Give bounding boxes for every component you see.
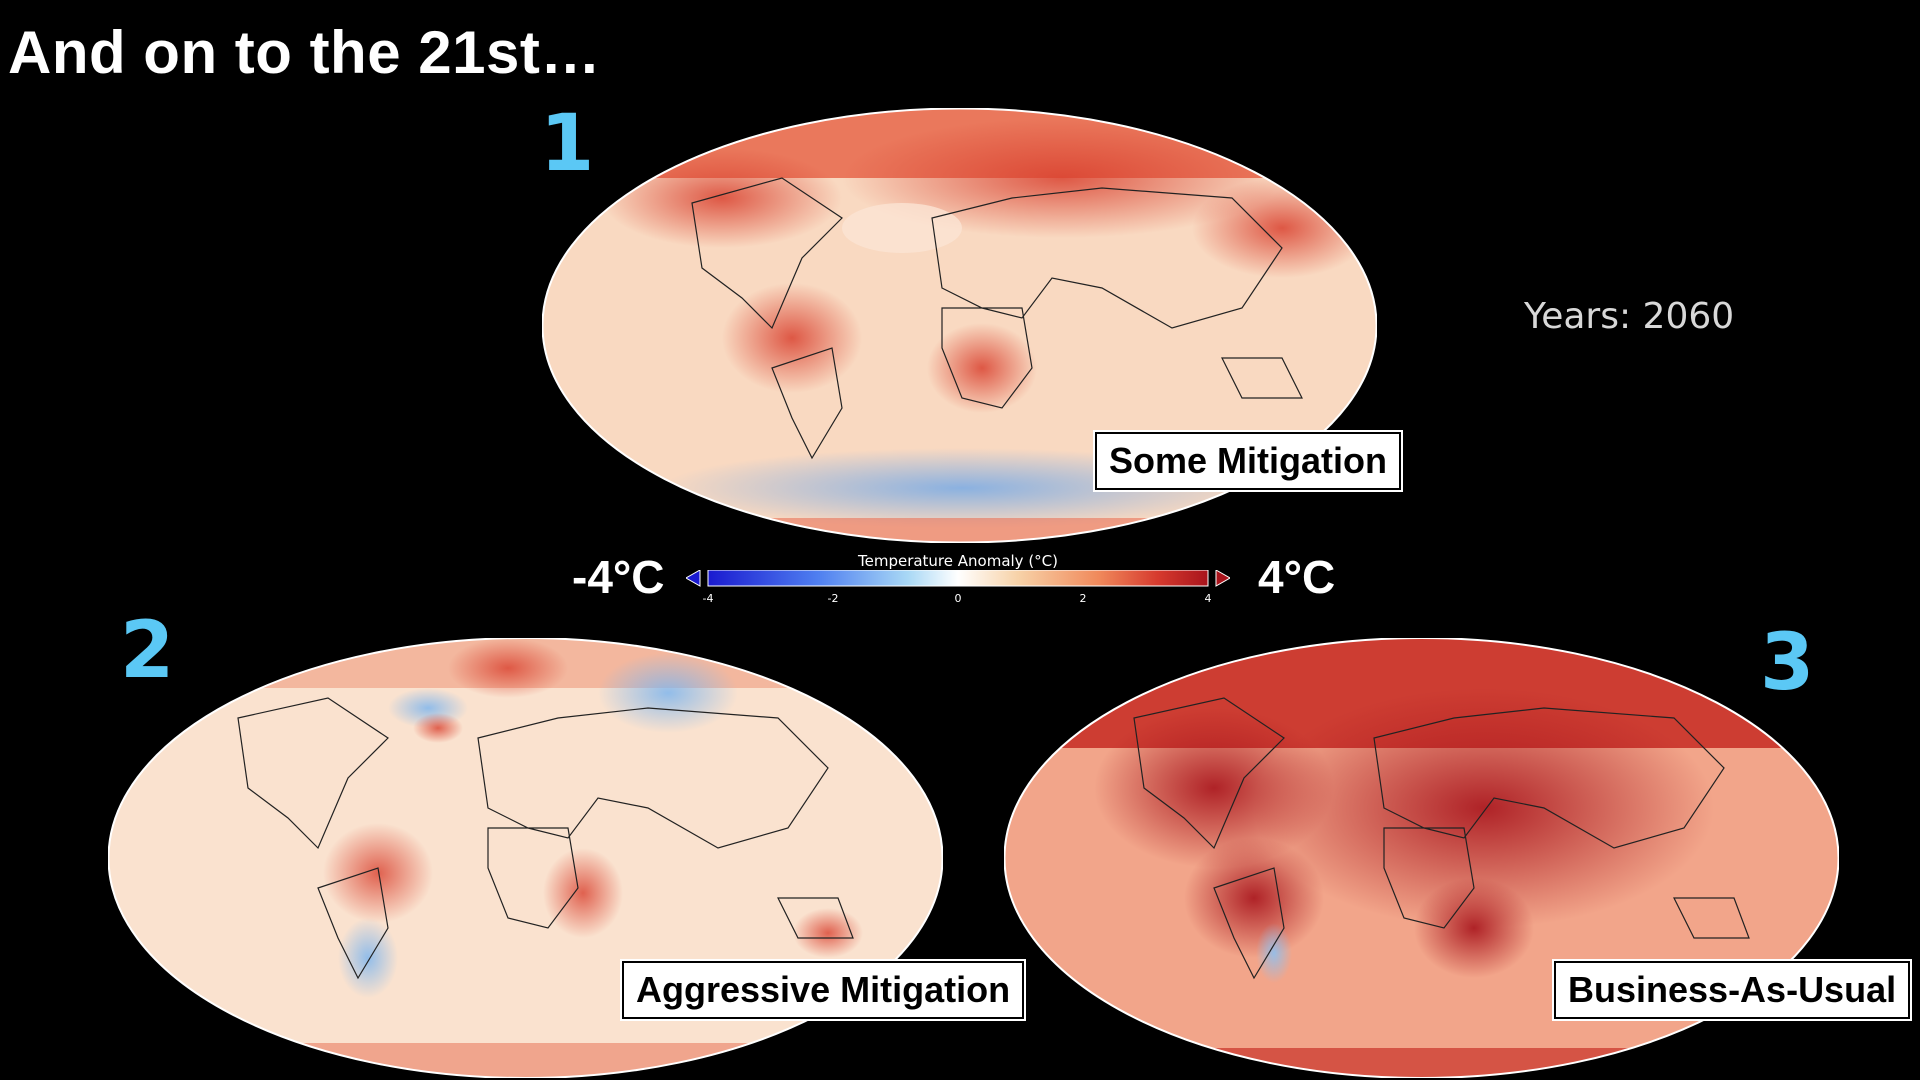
label-some-mitigation: Some Mitigation bbox=[1095, 432, 1401, 490]
colorbar: Temperature Anomaly (°C) -4 -2 0 2 4 bbox=[686, 552, 1230, 608]
marker-1: 1 bbox=[540, 99, 595, 189]
colorbar-tick: -4 bbox=[702, 592, 714, 605]
colorbar-min-arrow bbox=[686, 570, 701, 587]
marker-3: 3 bbox=[1760, 618, 1815, 708]
map-some-mitigation bbox=[542, 108, 1377, 543]
colorbar-gradient bbox=[686, 570, 1230, 587]
colorbar-tick: 4 bbox=[1204, 592, 1212, 605]
colorbar-min-label: -4°C bbox=[572, 551, 665, 603]
world-map-1 bbox=[542, 108, 1377, 543]
colorbar-tick: 0 bbox=[954, 592, 962, 605]
slide-title: And on to the 21st… bbox=[8, 19, 601, 86]
colorbar-max-arrow bbox=[1215, 570, 1230, 587]
label-aggressive-mitigation: Aggressive Mitigation bbox=[622, 961, 1025, 1019]
colorbar-title: Temperature Anomaly (°C) bbox=[857, 552, 1059, 570]
years-label: Years: 2060 bbox=[1524, 296, 1735, 337]
world-map-3 bbox=[1004, 638, 1839, 1078]
colorbar-max-label: 4°C bbox=[1258, 551, 1336, 603]
colorbar-tick: 2 bbox=[1079, 592, 1087, 605]
label-business-as-usual: Business-As-Usual bbox=[1554, 961, 1911, 1019]
marker-2: 2 bbox=[120, 606, 175, 696]
colorbar-tick: -2 bbox=[827, 592, 839, 605]
map-business-as-usual bbox=[1004, 638, 1839, 1078]
